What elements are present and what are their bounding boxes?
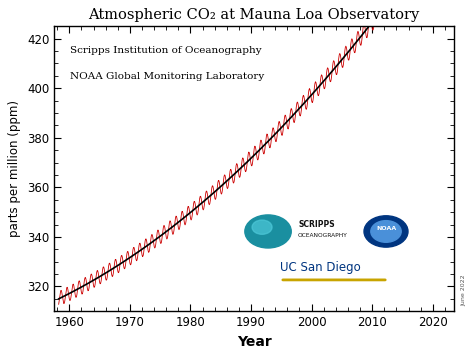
Text: June 2022: June 2022 (462, 274, 466, 306)
Text: NOAA: NOAA (376, 226, 396, 231)
Text: UC San Diego: UC San Diego (280, 261, 361, 275)
Circle shape (364, 216, 408, 247)
X-axis label: Year: Year (237, 335, 272, 349)
Text: NOAA Global Monitoring Laboratory: NOAA Global Monitoring Laboratory (70, 72, 264, 81)
Text: OCEANOGRAPHY: OCEANOGRAPHY (298, 233, 348, 238)
Circle shape (371, 221, 401, 242)
Text: SCRIPPS: SCRIPPS (298, 220, 335, 229)
Title: Atmospheric CO₂ at Mauna Loa Observatory: Atmospheric CO₂ at Mauna Loa Observatory (89, 8, 419, 22)
Y-axis label: parts per million (ppm): parts per million (ppm) (9, 100, 21, 237)
Text: Scripps Institution of Oceanography: Scripps Institution of Oceanography (70, 46, 262, 55)
Circle shape (252, 220, 272, 234)
Circle shape (245, 215, 291, 248)
